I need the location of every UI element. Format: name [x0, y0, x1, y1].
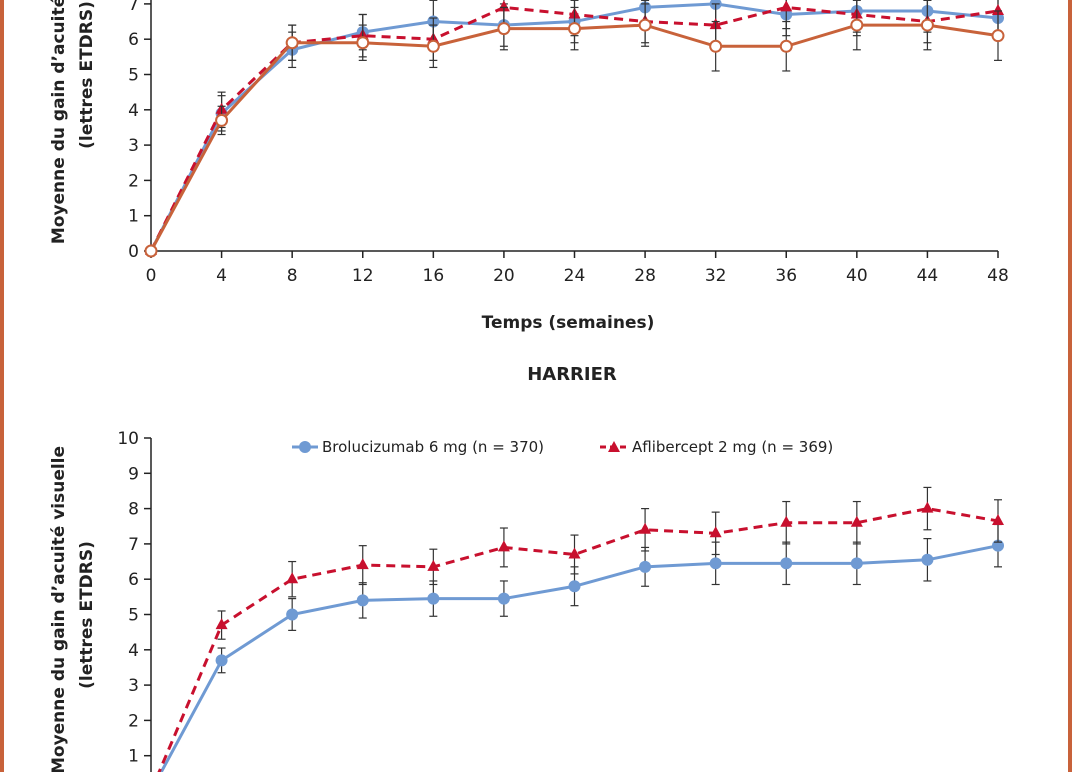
- top-orange-point: [920, 18, 934, 32]
- top-x-tick-label: 4: [216, 266, 227, 286]
- bottom-y-tick-label: 10: [117, 429, 139, 449]
- top-y-tick-label: 2: [128, 171, 139, 191]
- bottom-red-point: [497, 540, 510, 552]
- top-y-tick-label: 5: [128, 66, 139, 86]
- top-y-tick-label: 7: [128, 0, 139, 15]
- bottom-red-point: [850, 515, 863, 527]
- top-red-point: [780, 0, 793, 12]
- top-orange-point: [356, 36, 370, 50]
- bottom-ylabel-line1: Moyenne du gain d’acuité visuelle: [49, 446, 69, 772]
- top-orange-point: [215, 113, 229, 127]
- bottom-blue-point: [427, 592, 440, 605]
- top-y-tick-label: 0: [128, 242, 139, 262]
- bottom-blue-point: [639, 560, 652, 573]
- top-red-point: [497, 0, 510, 12]
- bottom-blue-point: [780, 557, 793, 570]
- top-y-tick-label: 1: [128, 207, 139, 227]
- bottom-blue-point: [850, 557, 863, 570]
- top-y-tick-label: 4: [128, 101, 139, 121]
- bottom-blue-point: [215, 654, 228, 667]
- bottom-red-point: [921, 501, 934, 513]
- top-orange-point: [426, 39, 440, 53]
- top-x-tick-label: 16: [423, 266, 445, 286]
- bottom-chart-title: HARRIER: [527, 364, 617, 385]
- top-x-tick-label: 28: [634, 266, 656, 286]
- bottom-y-tick-label: 8: [128, 500, 139, 520]
- bottom-y-tick-label: 4: [128, 641, 139, 661]
- bottom-red-point: [286, 572, 299, 584]
- top-orange-series-line: [149, 23, 999, 252]
- bottom-ylabel-line2: (lettres ETDRS): [77, 541, 97, 689]
- legend-aflibercept: Aflibercept 2 mg (n = 369): [632, 438, 833, 456]
- top-x-tick-label: 12: [352, 266, 374, 286]
- bottom-red-point: [709, 526, 722, 538]
- top-x-tick-label: 8: [287, 266, 298, 286]
- bottom-y-tick-label: 9: [128, 464, 139, 484]
- top-ylabel-line2: (lettres ETDRS): [77, 1, 97, 149]
- top-orange-point: [497, 22, 511, 36]
- bottom-y-tick-label: 7: [128, 535, 139, 555]
- top-orange-point: [285, 36, 299, 50]
- legend-brolucizumab: Brolucizumab 6 mg (n = 370): [322, 438, 544, 456]
- legend: Brolucizumab 6 mg (n = 370) Aflibercept …: [292, 438, 833, 456]
- top-x-tick-label: 36: [775, 266, 797, 286]
- bottom-red-point: [568, 547, 581, 559]
- bottom-red-point: [427, 559, 440, 571]
- bottom-blue-point: [921, 553, 934, 566]
- bottom-y-tick-label: 3: [128, 676, 139, 696]
- top-orange-point: [144, 244, 158, 258]
- bottom-blue-point: [497, 592, 510, 605]
- top-x-tick-label: 0: [146, 266, 157, 286]
- top-x-tick-label: 20: [493, 266, 515, 286]
- bottom-red-point: [215, 618, 228, 630]
- bottom-y-tick-label: 6: [128, 570, 139, 590]
- legend-blue-marker: [299, 441, 311, 453]
- top-x-tick-label: 40: [846, 266, 868, 286]
- bottom-y-tick-label: 2: [128, 711, 139, 731]
- bottom-y-tick-label: 5: [128, 606, 139, 626]
- bottom-red-point: [780, 515, 793, 527]
- top-x-tick-label: 44: [917, 266, 939, 286]
- top-y-tick-label: 6: [128, 30, 139, 50]
- bottom-red-point: [639, 522, 652, 534]
- legend-red-marker: [608, 441, 620, 452]
- bottom-red-point: [992, 513, 1004, 525]
- bottom-blue-point: [356, 594, 369, 607]
- bottom-blue-point: [286, 608, 299, 621]
- top-ylabel-line1: Moyenne du gain d’acuité: [49, 0, 69, 244]
- top-red-point: [992, 3, 1004, 15]
- top-x-tick-label: 32: [705, 266, 727, 286]
- top-orange-point: [991, 29, 1005, 43]
- top-orange-point: [779, 39, 793, 53]
- top-orange-point: [850, 18, 864, 32]
- bottom-blue-point: [709, 557, 722, 570]
- bottom-y-tick-label: 1: [128, 747, 139, 767]
- top-x-tick-label: 48: [987, 266, 1009, 286]
- top-orange-point: [638, 18, 652, 32]
- top-orange-point: [568, 22, 581, 36]
- bottom-red-point: [356, 558, 369, 570]
- top-y-tick-label: 3: [128, 136, 139, 156]
- top-orange-point: [709, 39, 723, 53]
- bottom-blue-point: [568, 580, 581, 593]
- top-xlabel: Temps (semaines): [482, 313, 655, 333]
- top-x-tick-label: 24: [564, 266, 586, 286]
